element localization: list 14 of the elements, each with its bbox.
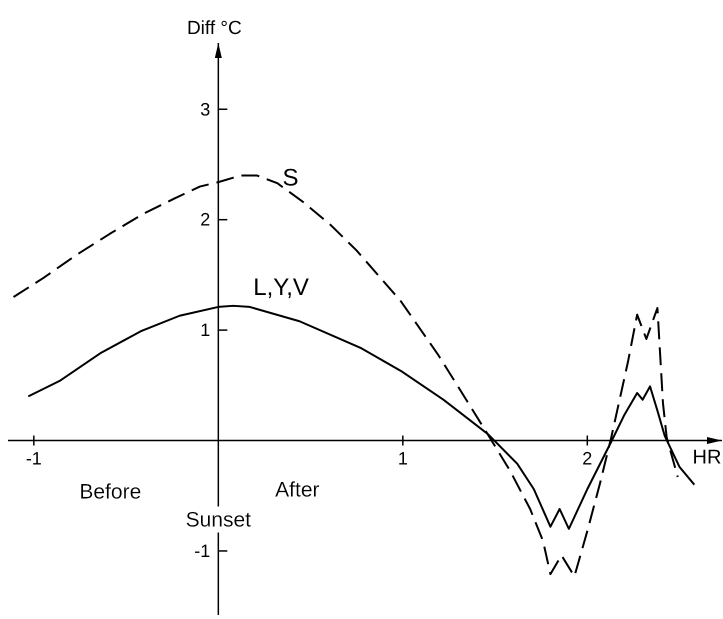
x-tick-label: -1 [26,448,42,469]
annotation: After [275,478,320,502]
series-label: S [282,164,298,192]
y-tick-label: 2 [200,210,210,230]
series-label: L,Y,V [253,273,309,300]
annotation: Before [79,480,142,504]
y-tick-label: -1 [194,540,210,561]
x-tick-label: 1 [398,448,408,469]
x-tick-label: 2 [582,448,592,469]
x-axis-title: HR [692,446,722,469]
y-axis-title: Diff °C [186,18,242,38]
annotation: Sunset [186,508,252,532]
y-tick-label: 3 [200,99,210,120]
y-tick-label: 1 [200,320,210,340]
